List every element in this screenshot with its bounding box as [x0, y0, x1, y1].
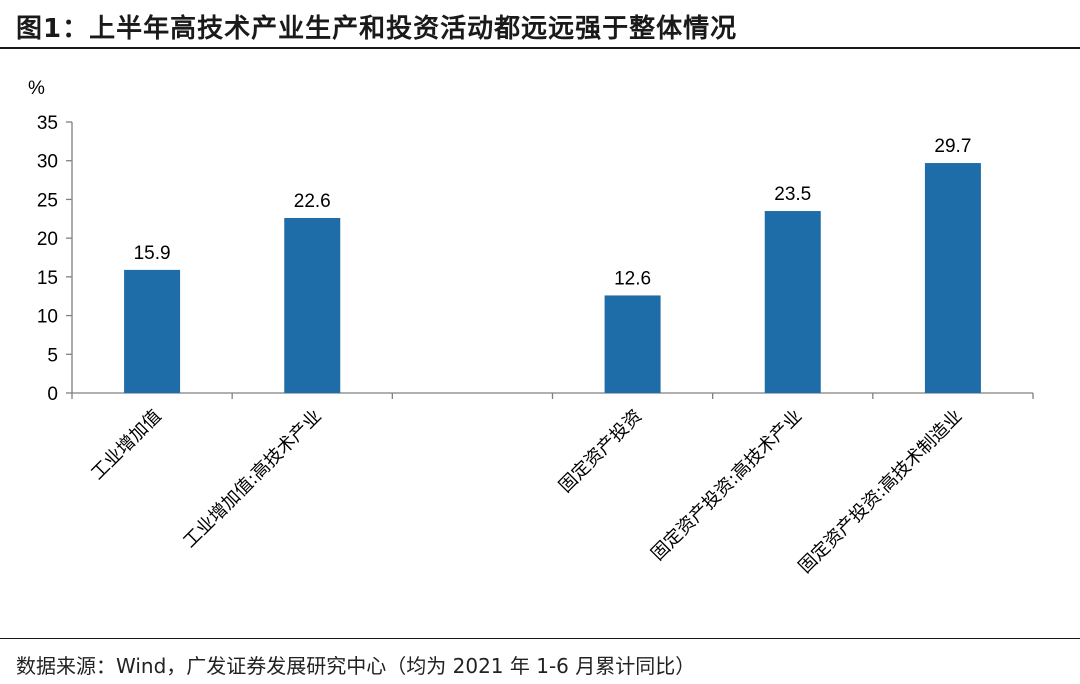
bar-value-label: 23.5 [774, 184, 811, 205]
bar [284, 218, 341, 393]
bar [604, 295, 661, 393]
category-label: 固定资产投资 [555, 406, 646, 497]
y-axis-unit: % [28, 78, 45, 99]
bar-value-label: 29.7 [934, 136, 971, 157]
category-label: 固定资产投资:高技术制造业 [795, 406, 967, 578]
bar [124, 269, 181, 393]
category-label: 固定资产投资:高技术产业 [647, 406, 806, 565]
bar [924, 163, 981, 393]
bar-value-label: 22.6 [294, 191, 331, 212]
y-tick-label: 30 [37, 152, 58, 173]
title-rule [0, 47, 1080, 49]
y-tick-label: 35 [37, 113, 58, 134]
y-tick-label: 5 [47, 345, 58, 366]
y-tick-label: 20 [37, 229, 58, 250]
footer-rule [0, 638, 1080, 639]
category-label: 工业增加值:高技术产业 [179, 406, 325, 552]
y-tick-label: 25 [37, 190, 58, 211]
bar [764, 211, 821, 393]
source-note: 数据来源：Wind，广发证券发展研究中心（均为 2021 年 1-6 月累计同比… [16, 654, 696, 678]
category-label: 工业增加值 [87, 406, 165, 484]
y-tick-label: 15 [37, 268, 58, 289]
y-tick-label: 10 [37, 307, 58, 328]
bar-chart: % 0 5 10 15 20 25 30 35 15.9 工业增加值 22.6 工业增加值:高技术产业 1… [28, 78, 1034, 578]
figure-title: 图1：上半年高技术产业生产和投资活动都远远强于整体情况 [16, 14, 738, 44]
bar-value-label: 15.9 [134, 243, 171, 264]
y-tick-label: 0 [47, 384, 58, 405]
bar-value-label: 12.6 [614, 268, 651, 289]
